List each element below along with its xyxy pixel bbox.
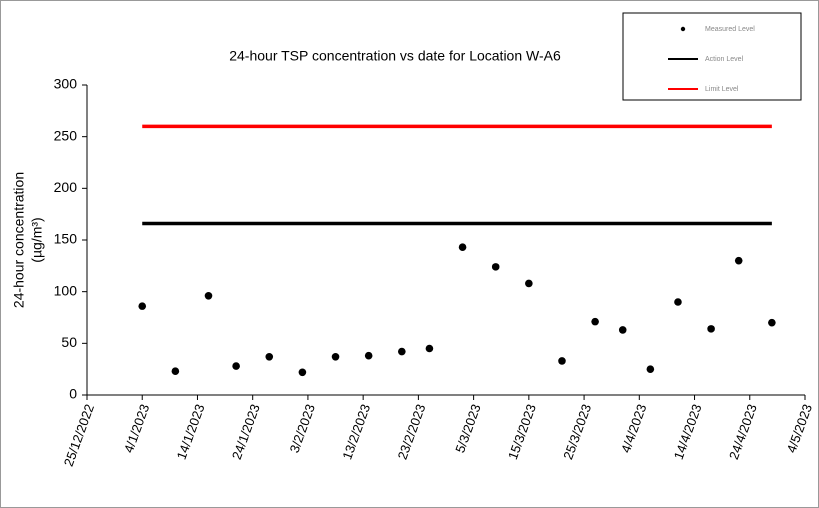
legend: Measured Level Action Level Limit Level bbox=[622, 12, 802, 101]
y-tick-label: 100 bbox=[54, 282, 78, 298]
data-point bbox=[618, 326, 627, 334]
y-tick-label: 150 bbox=[54, 231, 78, 247]
legend-label: Action Level bbox=[705, 56, 744, 63]
y-tick-label: 0 bbox=[69, 386, 77, 402]
data-point bbox=[398, 347, 406, 356]
chart-title: 24-hour TSP concentration vs date for Lo… bbox=[229, 48, 561, 64]
data-point bbox=[265, 352, 274, 361]
y-axis-label: (µg/m³) bbox=[29, 217, 45, 262]
data-point bbox=[425, 344, 434, 353]
data-point bbox=[525, 279, 533, 288]
data-point bbox=[491, 263, 500, 271]
data-point bbox=[298, 368, 307, 377]
y-tick-label: 250 bbox=[54, 127, 78, 143]
data-point bbox=[707, 325, 715, 333]
y-axis-label: 24-hour concentration bbox=[11, 172, 27, 308]
data-point bbox=[364, 351, 373, 360]
y-tick-label: 200 bbox=[54, 179, 78, 195]
data-point bbox=[591, 317, 599, 326]
data-point bbox=[646, 365, 655, 373]
data-point bbox=[768, 318, 776, 327]
data-point bbox=[734, 256, 743, 265]
legend-label: Limit Level bbox=[705, 86, 739, 93]
data-point bbox=[558, 357, 566, 365]
legend-swatch bbox=[680, 26, 686, 32]
y-tick-label: 300 bbox=[54, 76, 78, 92]
data-point bbox=[138, 302, 147, 310]
data-point bbox=[331, 352, 340, 361]
data-point bbox=[171, 367, 180, 376]
y-tick-label: 50 bbox=[61, 334, 77, 350]
data-point bbox=[674, 298, 682, 306]
legend-box bbox=[622, 12, 802, 101]
data-point bbox=[458, 243, 467, 252]
data-point bbox=[204, 292, 213, 300]
legend-label: Measured Level bbox=[705, 26, 755, 33]
data-point bbox=[232, 362, 240, 370]
